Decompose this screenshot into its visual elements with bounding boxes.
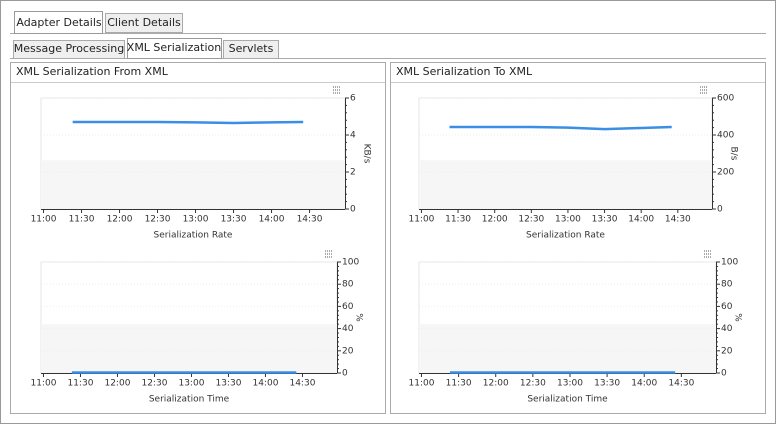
x-tick-label: 11:00 [408,215,434,225]
panel-title: XML Serialization To XML [396,65,533,78]
tab-label[interactable]: Adapter Details [16,16,102,29]
subtab-label[interactable]: Servlets [229,42,274,55]
y-tick-label: 60 [721,302,733,312]
plot-band [41,160,345,209]
y-axis-label: KB/s [362,144,372,164]
x-tick-label: 14:30 [297,215,323,225]
y-tick-label: 400 [717,131,734,141]
y-tick-label: 0 [350,205,356,215]
subtab-label[interactable]: XML Serialization [127,41,221,54]
x-tick-label: 11:00 [30,379,56,389]
plot-band [41,324,337,373]
y-tick-label: 100 [342,258,359,268]
y-tick-label: 0 [717,205,723,215]
x-tick-label: 14:00 [628,215,654,225]
y-axis-label: B/s [729,147,739,161]
x-tick-label: 11:30 [69,215,95,225]
data-line [449,125,672,131]
y-tick-label: 20 [721,346,733,356]
subtab[interactable] [223,40,279,59]
y-tick-label: 0 [721,369,727,379]
x-tick-label: 11:00 [409,379,435,389]
x-axis-label: Serialization Time [527,395,608,405]
x-tick-label: 12:00 [482,215,508,225]
x-tick-label: 13:30 [594,379,620,389]
y-tick-label: 80 [342,280,354,290]
tab-active[interactable] [14,11,103,34]
x-tick-label: 14:00 [631,379,657,389]
x-tick-label: 14:00 [252,379,278,389]
x-tick-label: 13:00 [183,215,209,225]
y-tick-label: 600 [717,94,734,104]
y-tick-label: 2 [350,168,356,178]
x-tick-label: 12:30 [145,215,171,225]
x-tick-label: 13:30 [215,379,241,389]
y-tick-label: 60 [342,302,354,312]
x-tick-label: 13:00 [555,215,581,225]
x-tick-label: 11:30 [67,379,93,389]
y-tick-label: 6 [350,94,356,104]
panel-title: XML Serialization From XML [16,65,169,78]
y-tick-label: 200 [717,168,734,178]
plot-band [419,324,716,373]
x-axis-label: Serialization Rate [154,231,233,241]
x-tick-label: 13:00 [178,379,204,389]
x-tick-label: 12:00 [104,379,130,389]
x-tick-label: 12:30 [518,215,544,225]
plot-band [419,160,712,209]
y-tick-label: 0 [342,369,348,379]
x-tick-label: 14:30 [665,215,691,225]
x-tick-label: 12:00 [483,379,509,389]
x-tick-label: 14:00 [259,215,285,225]
x-tick-label: 11:00 [31,215,57,225]
x-tick-label: 13:30 [592,215,618,225]
tab-label[interactable]: Client Details [107,16,181,29]
x-tick-label: 13:00 [557,379,583,389]
data-line [72,120,304,125]
y-tick-label: 20 [342,346,354,356]
x-tick-label: 11:30 [446,379,472,389]
y-axis-label: % [354,313,364,322]
x-tick-label: 14:30 [668,379,694,389]
x-tick-label: 13:30 [221,215,247,225]
y-tick-label: 80 [721,280,733,290]
subtab-label[interactable]: Message Processing [14,42,124,55]
y-axis-label: % [733,313,743,322]
y-tick-label: 4 [350,131,356,141]
x-tick-label: 12:30 [520,379,546,389]
subtab[interactable] [13,40,125,59]
tab[interactable] [105,13,183,33]
x-axis-label: Serialization Time [149,395,230,405]
x-axis-label: Serialization Rate [526,231,605,241]
x-tick-label: 12:30 [141,379,167,389]
x-tick-label: 11:30 [445,215,471,225]
x-tick-label: 14:30 [289,379,315,389]
y-tick-label: 40 [721,324,733,334]
subtab-active[interactable] [127,38,222,59]
y-tick-label: 100 [721,258,738,268]
y-tick-label: 40 [342,324,354,334]
x-tick-label: 12:00 [107,215,133,225]
